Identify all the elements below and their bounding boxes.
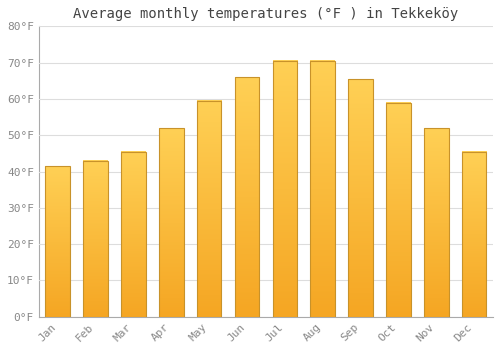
Bar	[234, 77, 260, 317]
Bar	[386, 103, 410, 317]
Bar	[348, 79, 373, 317]
Bar	[159, 128, 184, 317]
Title: Average monthly temperatures (°F ) in Tekkeköy: Average monthly temperatures (°F ) in Te…	[74, 7, 458, 21]
Bar	[272, 61, 297, 317]
Bar	[310, 61, 335, 317]
Bar	[84, 161, 108, 317]
Bar	[121, 152, 146, 317]
Bar	[197, 101, 222, 317]
Bar	[424, 128, 448, 317]
Bar	[462, 152, 486, 317]
Bar	[46, 166, 70, 317]
